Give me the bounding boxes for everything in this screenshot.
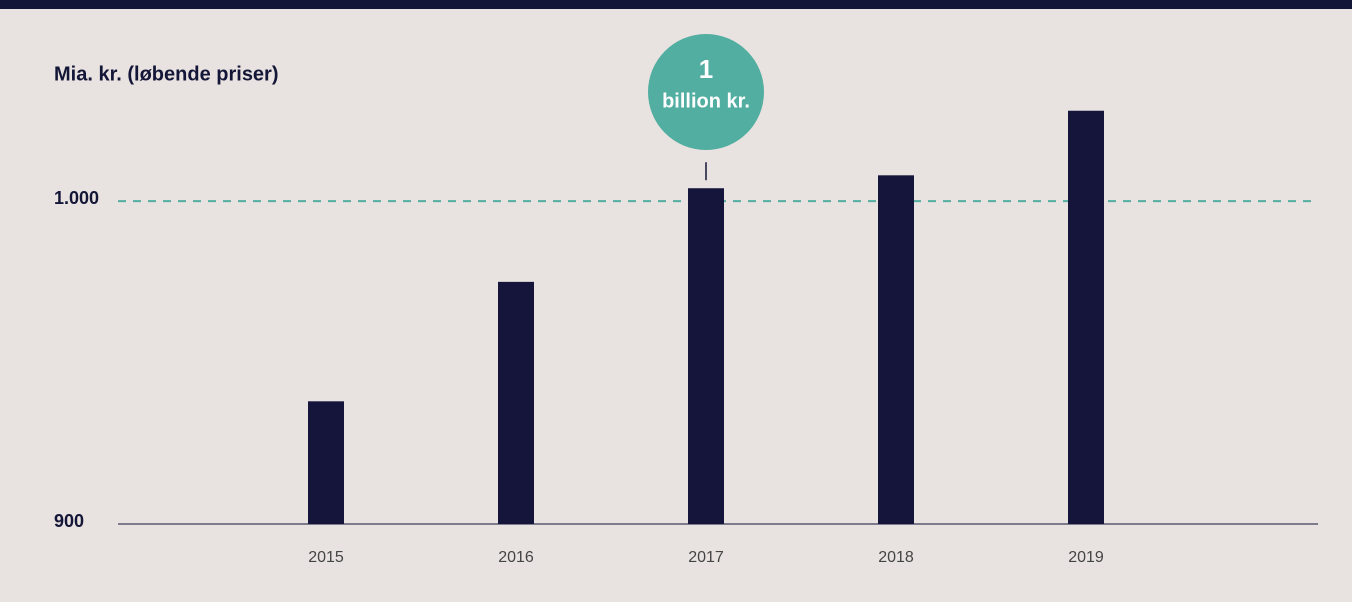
y-tick-label: 900 — [54, 511, 84, 531]
bar — [878, 175, 914, 525]
bar — [498, 281, 534, 524]
x-tick-label: 2019 — [1068, 549, 1104, 566]
y-tick-label: 1.000 — [54, 188, 99, 208]
annotation-circle — [648, 34, 764, 150]
top-band — [0, 0, 1352, 9]
x-tick-label: 2017 — [688, 549, 724, 566]
annotation-number: 1 — [699, 54, 713, 84]
annotation-text: billion kr. — [662, 90, 750, 112]
bar — [1068, 110, 1104, 524]
bar — [308, 401, 344, 524]
x-tick-label: 2018 — [878, 549, 914, 566]
x-tick-label: 2016 — [498, 549, 534, 566]
x-tick-label: 2015 — [308, 549, 344, 566]
bar — [688, 188, 724, 524]
y-axis-label: Mia. kr. (løbende priser) — [54, 63, 279, 85]
